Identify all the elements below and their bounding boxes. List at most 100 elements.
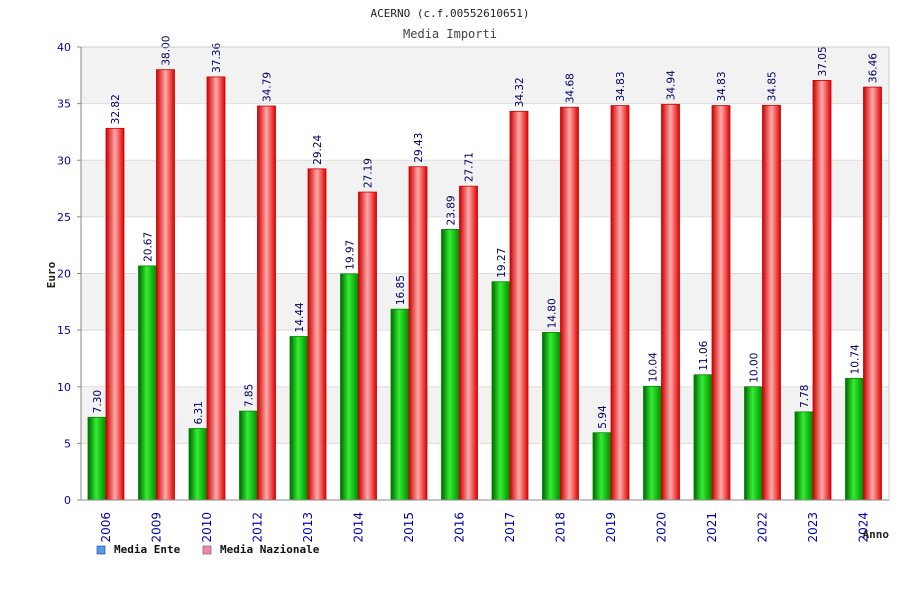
- chart-subtitle: Media Importi: [403, 27, 497, 41]
- y-tick-label: 5: [64, 437, 71, 450]
- bar-ente-2024: [845, 377, 864, 501]
- x-tick-label-2024: 2024: [857, 512, 871, 543]
- bar-ente-2018: [542, 331, 561, 501]
- bar-nazionale-2009: [156, 69, 175, 501]
- data-label-nazionale-2024: 36.46: [868, 53, 880, 83]
- x-tick-label-2010: 2010: [200, 512, 214, 543]
- bar-ente-2006: [87, 416, 107, 501]
- bar-nazionale-2018: [560, 106, 579, 501]
- bar-nazionale-2013: [307, 168, 327, 501]
- bar-nazionale-2016: [459, 185, 478, 501]
- data-label-ente-2019: 5.94: [597, 405, 609, 429]
- x-tick-label-2021: 2021: [705, 512, 719, 543]
- bar-ente-2010: [188, 428, 208, 501]
- x-tick-label-2023: 2023: [806, 512, 820, 543]
- y-tick-label: 15: [57, 324, 71, 337]
- y-tick-label: 0: [64, 494, 71, 507]
- data-labels-group: 7.30 32.82 20.67 38.00 6.31 37.36 7.85 34.79 14.…: [92, 36, 880, 429]
- data-label-nazionale-2021: 34.83: [716, 71, 728, 101]
- bar-nazionale-2024: [863, 86, 882, 501]
- bars-group: [87, 69, 882, 501]
- y-axis-label: Euro: [45, 261, 58, 288]
- legend-swatch-nazionale: [202, 545, 212, 555]
- chart-title: ACERNO (c.f.00552610651): [371, 7, 530, 20]
- legend-label-ente: Media Ente: [114, 543, 181, 556]
- data-label-ente-2022: 10.00: [749, 353, 761, 383]
- data-label-ente-2017: 19.27: [496, 248, 508, 278]
- bar-nazionale-2015: [408, 166, 428, 501]
- data-label-ente-2021: 11.06: [698, 340, 710, 370]
- x-tick-label-2022: 2022: [756, 512, 770, 543]
- data-label-nazionale-2018: 34.68: [565, 73, 577, 103]
- y-tick-label: 30: [57, 154, 71, 167]
- data-label-nazionale-2015: 29.43: [413, 133, 425, 163]
- bar-nazionale-2022: [762, 104, 781, 501]
- y-tick-label: 10: [57, 381, 71, 394]
- y-tick-label: 35: [57, 98, 71, 111]
- x-tick-label-2018: 2018: [554, 512, 568, 543]
- x-tick-label-2006: 2006: [99, 512, 113, 543]
- data-label-nazionale-2023: 37.05: [817, 46, 829, 76]
- bar-ente-2021: [693, 374, 713, 501]
- data-label-nazionale-2013: 29.24: [312, 134, 324, 164]
- bar-ente-2009: [138, 265, 157, 501]
- data-label-nazionale-2022: 34.85: [767, 71, 779, 101]
- x-tick-label-2016: 2016: [453, 512, 467, 543]
- data-label-ente-2014: 19.97: [345, 240, 357, 270]
- axes-group: 0 5 10 15 20 25 30 35 40 2006 2009 2010 2012 2013 2014…: [57, 41, 890, 543]
- bar-nazionale-2017: [509, 110, 529, 501]
- bar-nazionale-2023: [812, 80, 832, 501]
- x-tick-label-2019: 2019: [604, 512, 618, 543]
- data-label-nazionale-2009: 38.00: [161, 36, 173, 66]
- data-label-ente-2016: 23.89: [446, 195, 458, 225]
- data-label-nazionale-2019: 34.83: [615, 71, 627, 101]
- data-label-ente-2020: 10.04: [648, 352, 660, 382]
- bar-nazionale-2020: [661, 103, 680, 501]
- x-tick-label-2020: 2020: [655, 512, 669, 543]
- legend-label-nazionale: Media Nazionale: [220, 543, 320, 556]
- data-label-nazionale-2014: 27.19: [363, 158, 375, 188]
- x-tick-label-2009: 2009: [150, 512, 164, 543]
- bar-ente-2023: [794, 411, 814, 501]
- bar-nazionale-2006: [105, 127, 125, 501]
- bar-nazionale-2021: [711, 105, 731, 501]
- y-tick-label: 25: [57, 211, 71, 224]
- bar-ente-2022: [744, 386, 763, 501]
- data-label-nazionale-2010: 37.36: [211, 43, 223, 73]
- data-label-ente-2010: 6.31: [193, 401, 205, 424]
- bar-ente-2013: [289, 336, 309, 501]
- data-label-ente-2013: 14.44: [294, 302, 306, 332]
- bar-ente-2016: [441, 229, 460, 501]
- x-tick-label-2017: 2017: [503, 512, 517, 543]
- x-tick-label-2012: 2012: [251, 512, 265, 543]
- bar-ente-2017: [491, 281, 511, 501]
- bar-nazionale-2012: [257, 105, 276, 501]
- legend: Media Ente Media Nazionale: [96, 543, 320, 556]
- data-label-ente-2015: 16.85: [395, 275, 407, 305]
- x-axis-label: Anno: [863, 528, 890, 541]
- x-tick-label-2014: 2014: [352, 512, 366, 543]
- data-label-ente-2006: 7.30: [92, 390, 104, 413]
- y-tick-label: 20: [57, 268, 71, 281]
- x-tick-label-2015: 2015: [402, 512, 416, 543]
- data-label-nazionale-2020: 34.94: [666, 70, 678, 100]
- data-label-nazionale-2006: 32.82: [110, 94, 122, 124]
- bar-ente-2014: [340, 273, 359, 501]
- data-label-nazionale-2017: 34.32: [514, 77, 526, 107]
- legend-swatch-ente: [96, 545, 106, 555]
- bar-nazionale-2014: [358, 191, 377, 501]
- data-label-ente-2009: 20.67: [143, 232, 155, 262]
- data-label-nazionale-2012: 34.79: [262, 72, 274, 102]
- x-tick-label-2013: 2013: [301, 512, 315, 543]
- y-tick-label: 40: [57, 41, 71, 54]
- data-label-ente-2012: 7.85: [244, 384, 256, 407]
- bar-nazionale-2010: [206, 76, 226, 501]
- bar-nazionale-2019: [610, 105, 630, 501]
- bar-ente-2015: [390, 308, 410, 501]
- data-label-ente-2018: 14.80: [547, 298, 559, 328]
- data-label-ente-2023: 7.78: [799, 385, 811, 408]
- bar-ente-2012: [239, 410, 258, 501]
- bar-ente-2020: [643, 385, 662, 501]
- data-label-ente-2024: 10.74: [850, 344, 862, 374]
